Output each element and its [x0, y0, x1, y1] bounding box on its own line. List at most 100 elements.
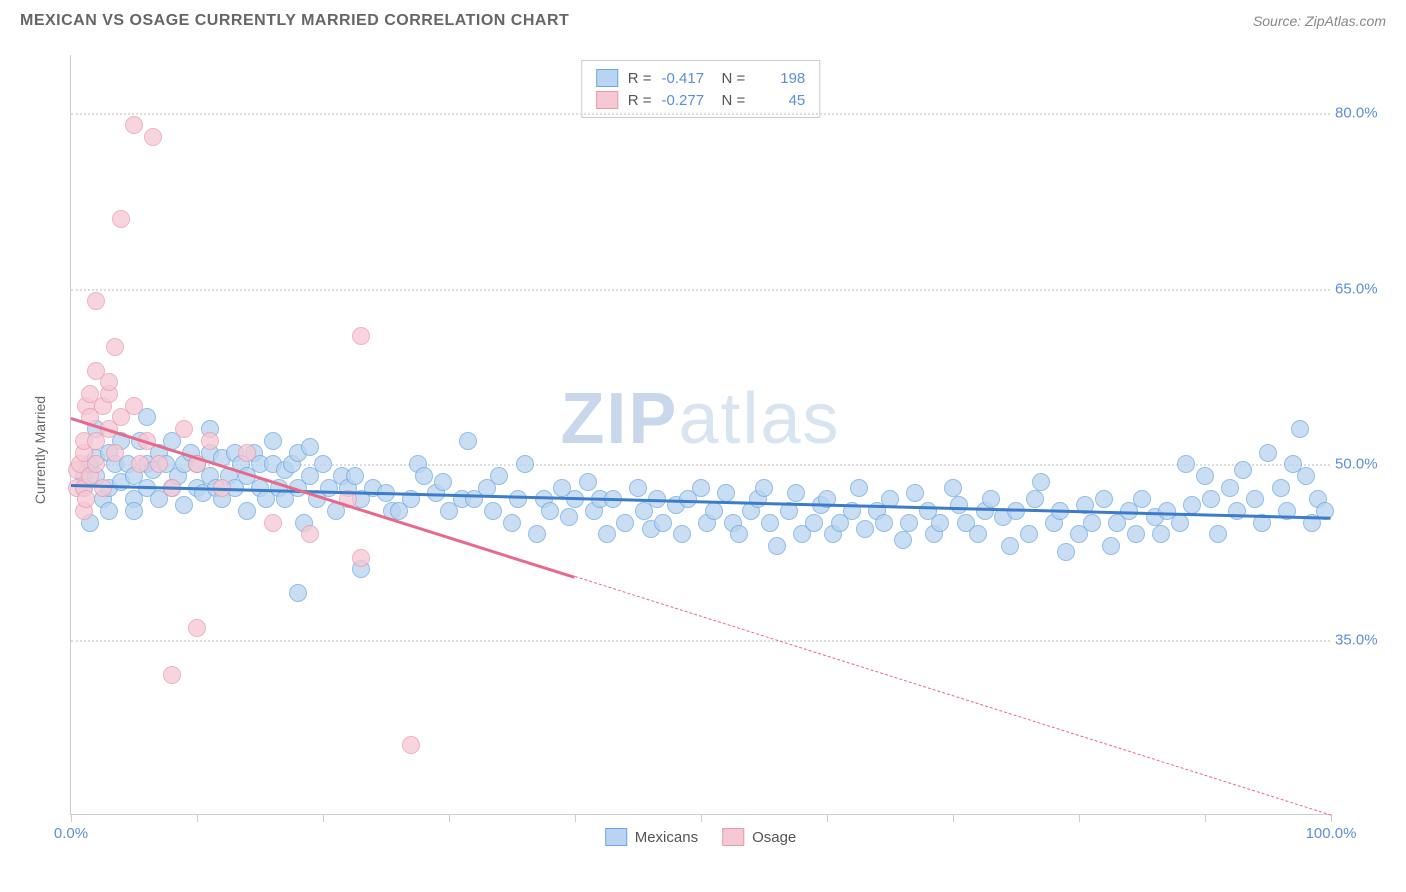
stats-box: R =-0.417N =198R =-0.277N =45 — [581, 60, 821, 118]
data-point — [761, 514, 779, 532]
x-tick — [1079, 814, 1080, 822]
y-tick-label: 65.0% — [1335, 280, 1390, 297]
data-point — [692, 479, 710, 497]
data-point — [969, 525, 987, 543]
y-tick-label: 50.0% — [1335, 456, 1390, 473]
y-axis-label: Currently Married — [32, 396, 48, 504]
data-point — [415, 467, 433, 485]
plot-area: ZIPatlas R =-0.417N =198R =-0.277N =45 M… — [70, 55, 1330, 815]
data-point — [175, 496, 193, 514]
data-point — [717, 484, 735, 502]
data-point — [1127, 525, 1145, 543]
stat-r-value: -0.417 — [662, 70, 712, 87]
data-point — [352, 327, 370, 345]
data-point — [906, 484, 924, 502]
data-point — [100, 373, 118, 391]
data-point — [490, 467, 508, 485]
data-point — [528, 525, 546, 543]
data-point — [1026, 490, 1044, 508]
stat-r-value: -0.277 — [662, 92, 712, 109]
data-point — [484, 502, 502, 520]
y-tick-label: 80.0% — [1335, 105, 1390, 122]
legend-label: Osage — [752, 829, 796, 846]
data-point — [238, 502, 256, 520]
data-point — [1221, 479, 1239, 497]
data-point — [654, 514, 672, 532]
data-point — [509, 490, 527, 508]
data-point — [100, 502, 118, 520]
data-point — [1152, 525, 1170, 543]
data-point — [516, 455, 534, 473]
data-point — [900, 514, 918, 532]
data-point — [1177, 455, 1195, 473]
data-point — [1196, 467, 1214, 485]
data-point — [950, 496, 968, 514]
data-point — [352, 549, 370, 567]
x-tick — [1205, 814, 1206, 822]
legend-bottom: Mexicans Osage — [605, 828, 797, 846]
x-tick — [71, 814, 72, 822]
data-point — [1020, 525, 1038, 543]
data-point — [944, 479, 962, 497]
grid-line — [71, 113, 1330, 115]
data-point — [188, 619, 206, 637]
data-point — [931, 514, 949, 532]
legend-item: Osage — [722, 828, 796, 846]
data-point — [434, 473, 452, 491]
data-point — [755, 479, 773, 497]
data-point — [856, 520, 874, 538]
stats-row: R =-0.417N =198 — [596, 67, 806, 89]
data-point — [579, 473, 597, 491]
stat-n-label: N = — [722, 92, 746, 109]
x-tick — [1331, 814, 1332, 822]
data-point — [301, 438, 319, 456]
data-point — [87, 455, 105, 473]
data-point — [787, 484, 805, 502]
data-point — [150, 455, 168, 473]
legend-swatch — [596, 69, 618, 87]
data-point — [264, 514, 282, 532]
data-point — [875, 514, 893, 532]
x-tick — [953, 814, 954, 822]
data-point — [1272, 479, 1290, 497]
data-point — [598, 525, 616, 543]
data-point — [768, 537, 786, 555]
grid-line — [71, 289, 1330, 291]
data-point — [87, 292, 105, 310]
data-point — [175, 420, 193, 438]
data-point — [289, 584, 307, 602]
data-point — [144, 128, 162, 146]
data-point — [705, 502, 723, 520]
stat-r-label: R = — [628, 92, 652, 109]
x-tick — [575, 814, 576, 822]
stat-n-label: N = — [722, 70, 746, 87]
data-point — [616, 514, 634, 532]
data-point — [112, 210, 130, 228]
data-point — [1183, 496, 1201, 514]
legend-item: Mexicans — [605, 828, 698, 846]
data-point — [1234, 461, 1252, 479]
data-point — [1291, 420, 1309, 438]
data-point — [503, 514, 521, 532]
data-point — [1297, 467, 1315, 485]
data-point — [131, 455, 149, 473]
x-tick-label: 100.0% — [1306, 825, 1357, 842]
data-point — [850, 479, 868, 497]
data-point — [125, 116, 143, 134]
data-point — [1133, 490, 1151, 508]
chart-source: Source: ZipAtlas.com — [1253, 13, 1386, 29]
data-point — [805, 514, 823, 532]
data-point — [673, 525, 691, 543]
data-point — [314, 455, 332, 473]
data-point — [201, 432, 219, 450]
x-tick — [701, 814, 702, 822]
data-point — [1259, 444, 1277, 462]
legend-swatch — [722, 828, 744, 846]
stat-n-value: 198 — [755, 70, 805, 87]
x-tick — [449, 814, 450, 822]
data-point — [301, 525, 319, 543]
data-point — [125, 502, 143, 520]
y-tick-label: 35.0% — [1335, 631, 1390, 648]
trend-line — [575, 576, 1331, 815]
data-point — [106, 338, 124, 356]
